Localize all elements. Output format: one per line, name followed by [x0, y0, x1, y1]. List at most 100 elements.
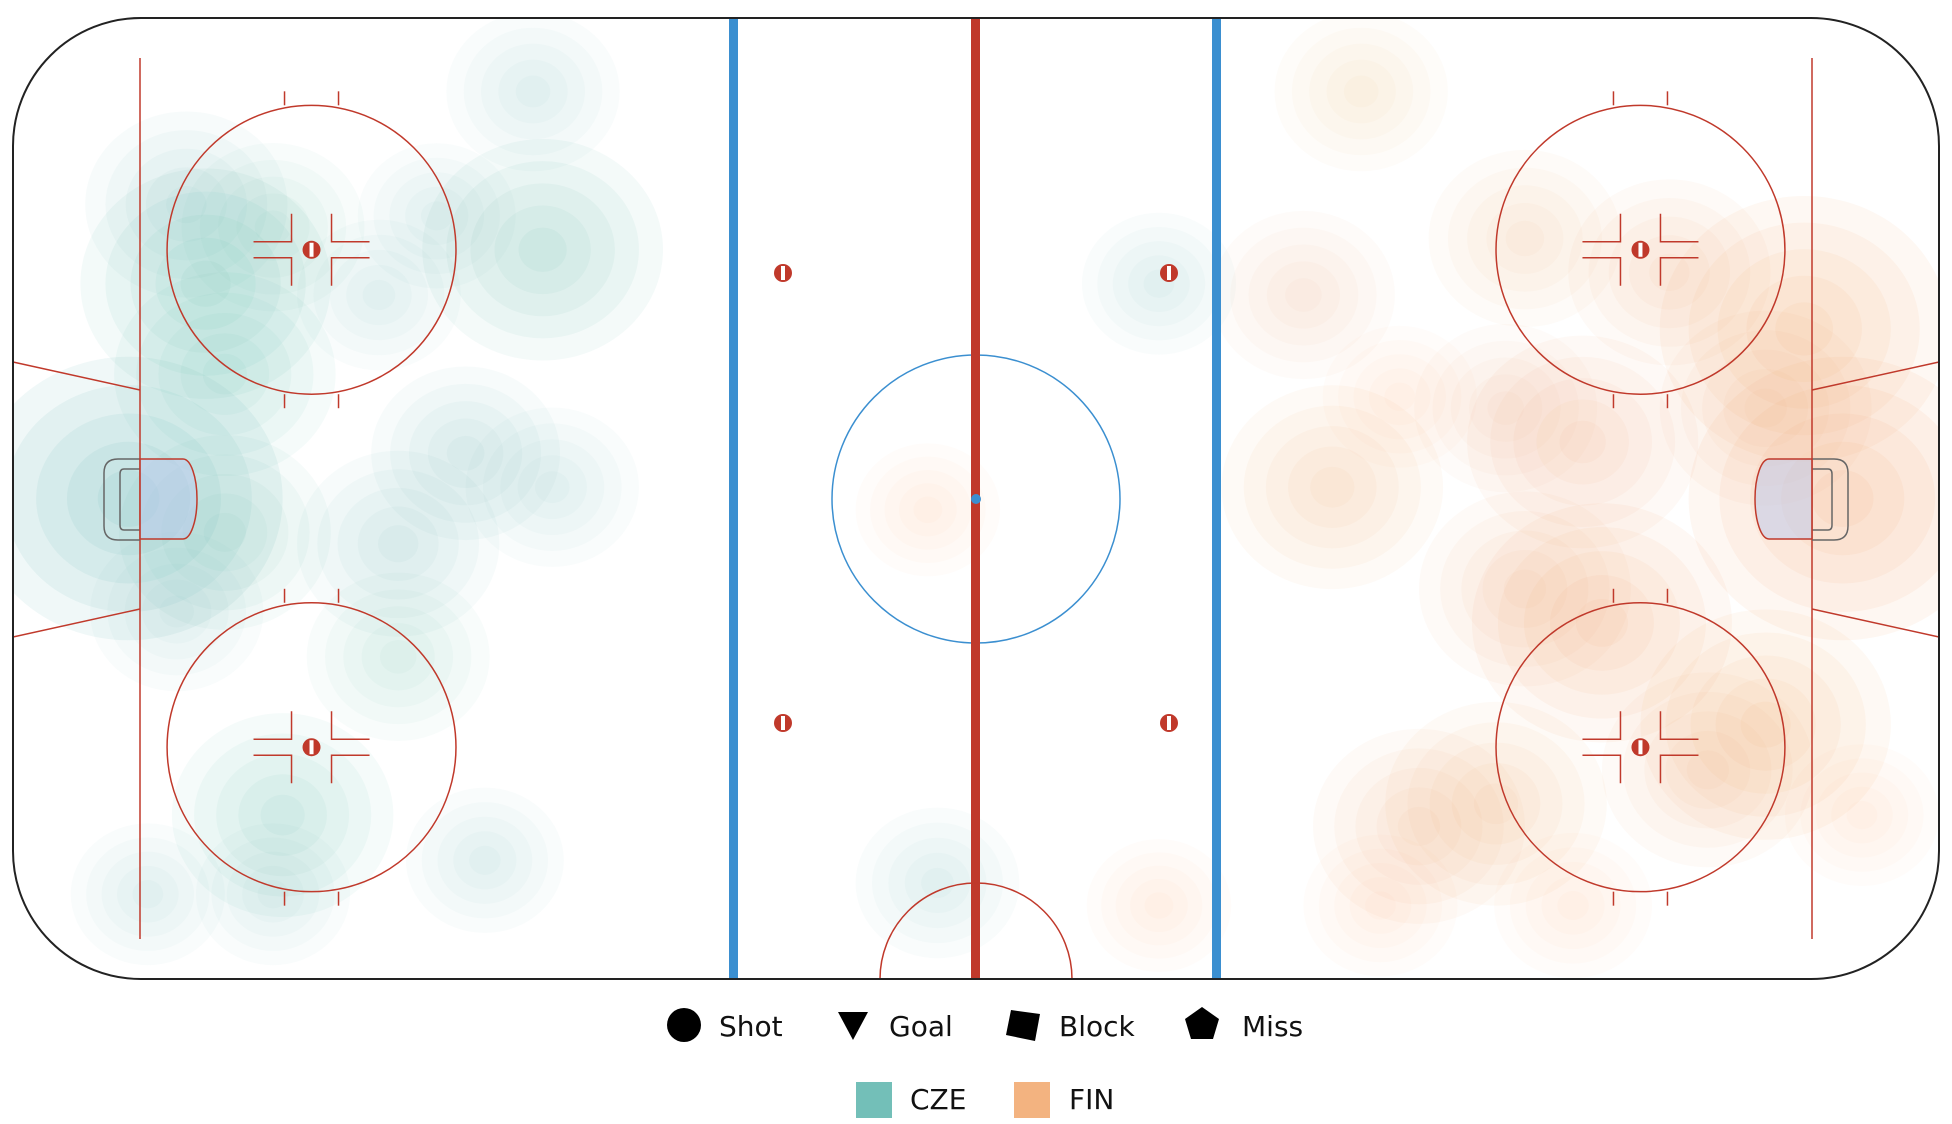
heat-contour — [1847, 801, 1878, 829]
legend-shot-label: Shot — [719, 1010, 783, 1043]
heat-contour — [155, 237, 256, 330]
heat-contour — [1469, 374, 1543, 442]
heat-contour — [1744, 388, 1787, 428]
heat-contour — [1211, 210, 1395, 380]
heat-contour — [1274, 18, 1448, 172]
heat-contour — [1429, 742, 1563, 865]
heat-contour — [1414, 323, 1598, 493]
heat-contour — [1775, 302, 1834, 356]
heat-contour — [199, 159, 347, 295]
heat-contour — [1384, 383, 1415, 411]
legend-fin-label: FIN — [1069, 1083, 1114, 1116]
right-goal-crease — [1754, 458, 1813, 540]
legend-swatch-cze — [856, 1082, 892, 1118]
heat-contour — [36, 413, 222, 584]
heat-contour — [379, 639, 417, 674]
heat-contour — [482, 423, 622, 551]
right-blue-line — [1212, 18, 1221, 979]
legend-miss: Miss — [1185, 1007, 1303, 1043]
left-blue-line — [729, 18, 738, 979]
marker-legend: Shot Goal Block Miss — [667, 1007, 1303, 1043]
legend-shot: Shot — [667, 1008, 783, 1043]
heat-contour — [1601, 672, 1814, 868]
heat-contour — [181, 142, 365, 312]
heatmap-layer — [13, 18, 1939, 924]
heat-series-cze — [13, 18, 664, 917]
faceoff-circle — [166, 91, 457, 409]
heat-contour — [470, 183, 615, 317]
faceoff-l-mark — [1659, 754, 1699, 784]
heat-contour — [1407, 722, 1585, 886]
heat-contour — [1628, 235, 1710, 310]
heat-contour — [446, 435, 485, 471]
faceoff-l-mark — [1582, 213, 1622, 243]
heat-contour — [158, 313, 292, 436]
heat-contour — [1221, 385, 1444, 590]
heat-contour — [13, 356, 283, 641]
heat-contour — [1440, 510, 1610, 667]
heat-contour — [114, 272, 336, 477]
heat-contour — [1418, 491, 1631, 687]
heat-contour — [142, 579, 212, 644]
heat-contour — [1385, 701, 1607, 906]
faceoff-dot-stripe — [1638, 242, 1643, 257]
heat-contour — [494, 205, 591, 295]
heat-contour — [498, 59, 568, 124]
heat-contour — [1487, 391, 1524, 425]
legend-block-label: Block — [1059, 1010, 1136, 1043]
pentagon-icon — [1185, 1007, 1219, 1039]
heat-contour — [1288, 446, 1377, 528]
faceoff-l-mark — [1582, 257, 1622, 286]
heat-contour — [1568, 179, 1771, 366]
faceoff-l-mark — [330, 213, 370, 243]
heat-contour — [1145, 892, 1174, 919]
faceoff-l-mark — [330, 754, 370, 784]
heat-contour — [180, 260, 231, 307]
heat-contour — [500, 439, 605, 536]
heat-contour — [1702, 349, 1830, 467]
center-dot — [971, 494, 981, 504]
heat-contour — [361, 623, 435, 691]
heat-contour — [171, 713, 394, 917]
heat-contour — [1471, 503, 1732, 743]
heat-contour — [371, 366, 560, 541]
heat-contour — [182, 493, 268, 572]
faceoff-dot-stripe — [309, 740, 314, 755]
heat-contour — [517, 455, 587, 520]
faceoff-l-mark — [253, 257, 293, 286]
heat-contour — [1285, 278, 1322, 312]
heat-contour — [427, 418, 504, 489]
heat-contour — [317, 469, 480, 619]
heat-series-fin — [913, 18, 1939, 924]
heat-contour — [125, 148, 248, 261]
heat-contour — [463, 27, 603, 156]
heat-contour — [254, 210, 292, 244]
heat-contour — [1811, 470, 1874, 527]
heat-contour — [1266, 261, 1341, 329]
heat-contour — [1505, 220, 1545, 257]
heat-contour — [913, 497, 942, 524]
faceoff-circle — [1495, 588, 1786, 906]
heat-contour — [390, 383, 542, 523]
legend-cze-label: CZE — [910, 1083, 966, 1116]
heat-contour — [1717, 249, 1891, 409]
left-trapezoid-bottom — [12, 608, 141, 638]
heat-contour — [1490, 356, 1676, 528]
heat-contour — [1432, 340, 1579, 476]
heat-contour — [421, 201, 453, 230]
faceoff-l-mark — [1582, 711, 1622, 740]
heat-contour — [343, 606, 454, 708]
heat-contour — [1750, 413, 1936, 584]
heat-contour — [260, 794, 305, 836]
heat-contour — [1309, 43, 1414, 140]
heat-contour — [1265, 426, 1399, 549]
heat-contour — [1248, 244, 1359, 346]
end-zone-faceoff-circles — [166, 91, 1786, 906]
legend-goal-label: Goal — [889, 1010, 953, 1043]
heat-contour — [1482, 549, 1568, 628]
heat-contour — [1513, 378, 1653, 506]
heat-contour — [1461, 530, 1589, 648]
heat-contour — [481, 43, 586, 140]
heat-contour — [465, 407, 639, 567]
faceoff-l-mark — [330, 711, 370, 740]
